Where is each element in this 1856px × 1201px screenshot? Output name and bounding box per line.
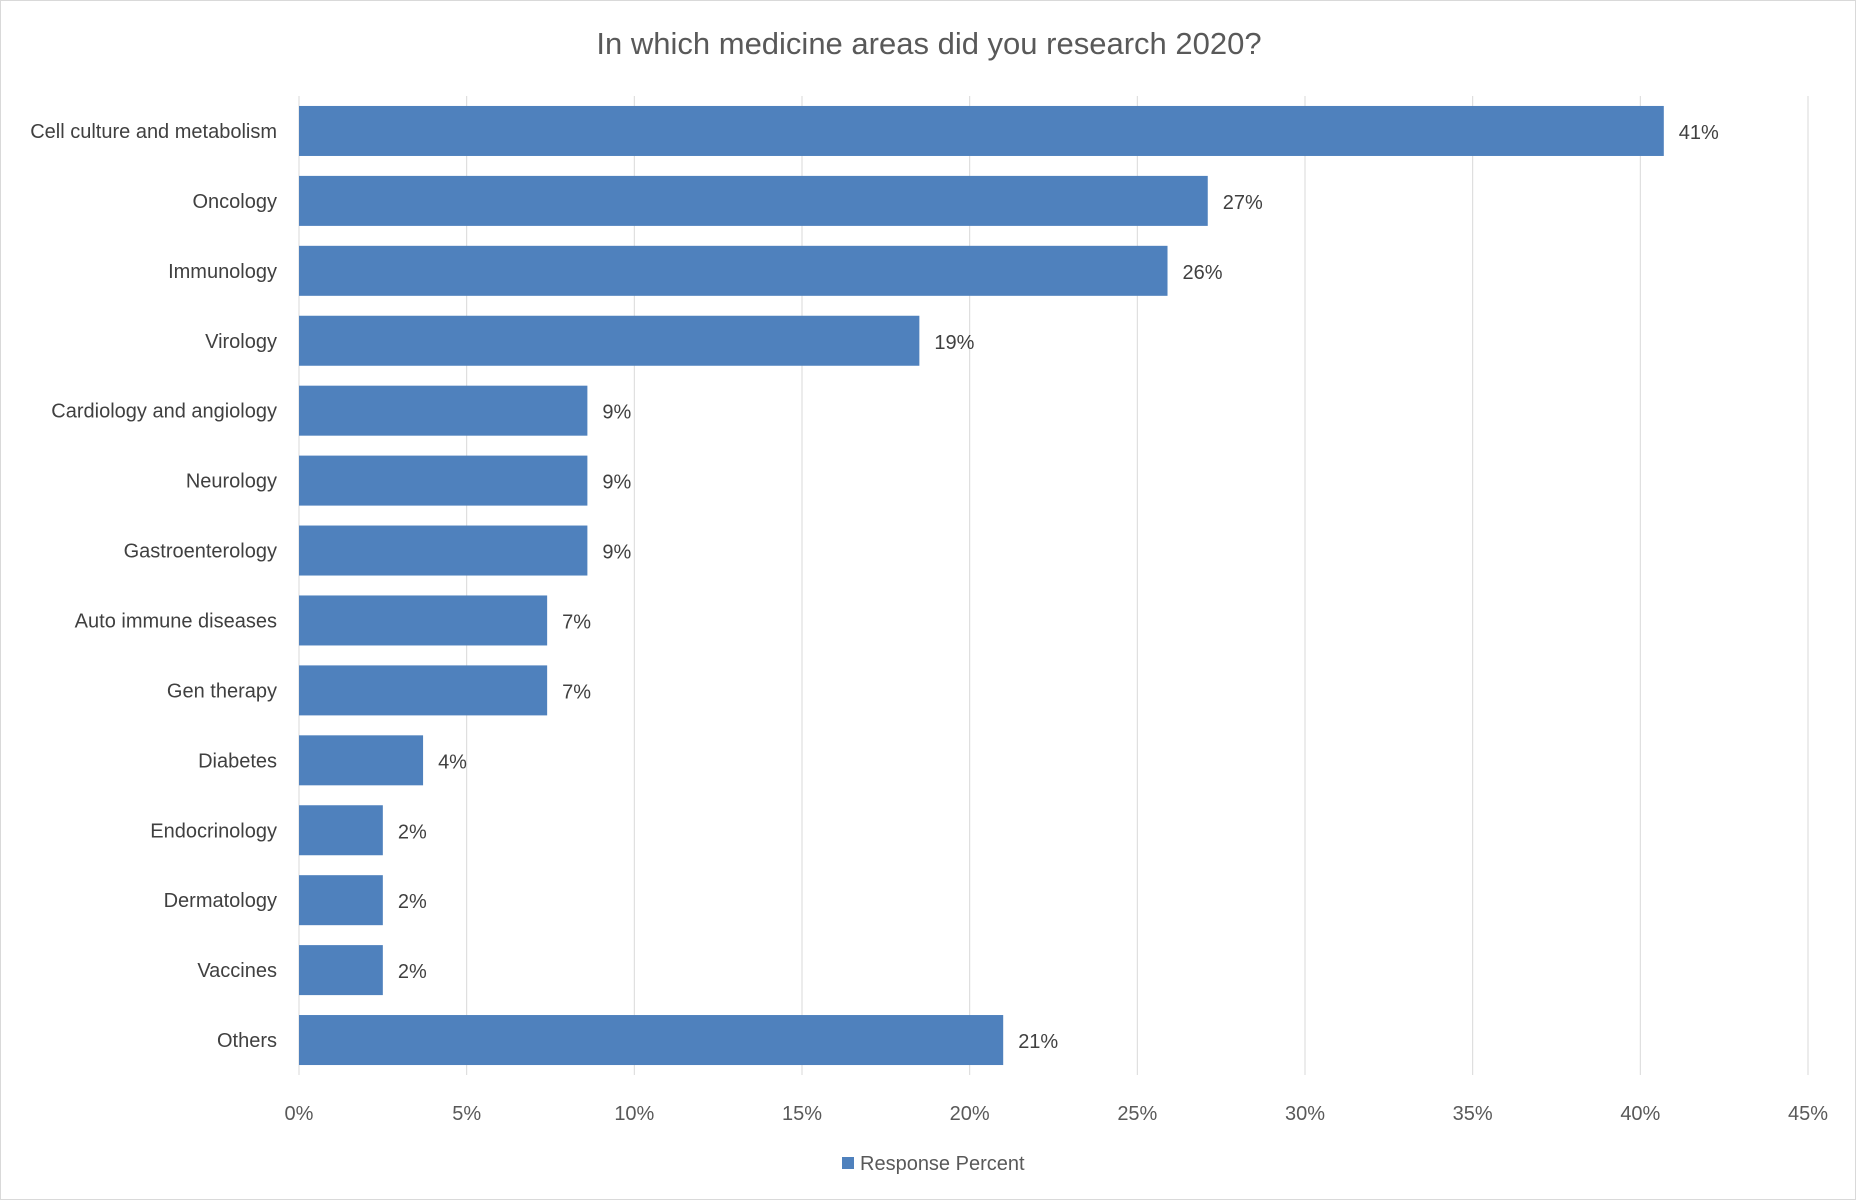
data-label: 2% bbox=[398, 821, 427, 843]
bar bbox=[299, 595, 548, 646]
data-label: 7% bbox=[562, 611, 591, 633]
data-label: 9% bbox=[602, 402, 631, 424]
data-label: 27% bbox=[1223, 192, 1263, 214]
bar bbox=[299, 525, 588, 576]
data-label: 4% bbox=[438, 751, 467, 773]
category-label: Cell culture and metabolism bbox=[30, 121, 277, 143]
category-label: Gen therapy bbox=[167, 680, 277, 702]
bar bbox=[299, 175, 1208, 226]
data-label: 19% bbox=[934, 332, 974, 354]
x-tick-label: 20% bbox=[950, 1103, 990, 1125]
category-label: Others bbox=[217, 1030, 277, 1052]
category-label: Gastroenterology bbox=[124, 541, 277, 563]
bar bbox=[299, 945, 383, 996]
x-tick-label: 15% bbox=[782, 1103, 822, 1125]
x-tick-label: 10% bbox=[614, 1103, 654, 1125]
bar bbox=[299, 385, 588, 436]
category-label: Auto immune diseases bbox=[75, 610, 277, 632]
x-tick-label: 35% bbox=[1453, 1103, 1493, 1125]
bar bbox=[299, 245, 1168, 296]
category-label: Oncology bbox=[193, 191, 278, 213]
x-tick-label: 40% bbox=[1620, 1103, 1660, 1125]
bar bbox=[299, 1015, 1004, 1066]
data-label: 2% bbox=[398, 961, 427, 983]
data-label: 9% bbox=[602, 542, 631, 564]
chart-title: In which medicine areas did you research… bbox=[596, 26, 1261, 61]
bar bbox=[299, 315, 920, 366]
x-tick-label: 45% bbox=[1788, 1103, 1828, 1125]
bar bbox=[299, 735, 424, 786]
category-label: Endocrinology bbox=[150, 820, 277, 842]
bars bbox=[299, 105, 1664, 1066]
category-label: Vaccines bbox=[197, 960, 277, 982]
bar bbox=[299, 665, 548, 716]
x-tick-label: 30% bbox=[1285, 1103, 1325, 1125]
category-labels: Cell culture and metabolism Oncology Immun… bbox=[30, 121, 277, 1052]
bar bbox=[299, 455, 588, 506]
category-label: Virology bbox=[205, 331, 277, 353]
legend: Response Percent bbox=[842, 1153, 1025, 1175]
x-tick-label: 25% bbox=[1117, 1103, 1157, 1125]
category-label: Neurology bbox=[186, 471, 277, 493]
category-label: Immunology bbox=[168, 261, 277, 283]
data-label: 7% bbox=[562, 681, 591, 703]
data-label: 21% bbox=[1018, 1031, 1058, 1053]
data-label: 41% bbox=[1679, 122, 1719, 144]
bar bbox=[299, 105, 1664, 156]
category-label: Diabetes bbox=[198, 750, 277, 772]
legend-swatch bbox=[842, 1157, 854, 1169]
data-labels: 41% 27% 26% 19% 9% 9% 9% 7% 7% 4% 2% 2% 2% 21% bbox=[398, 122, 1719, 1053]
gridlines bbox=[298, 96, 1809, 1075]
bar bbox=[299, 875, 383, 926]
x-tick-label: 5% bbox=[452, 1103, 481, 1125]
category-label: Cardiology and angiology bbox=[51, 401, 277, 423]
data-label: 26% bbox=[1183, 262, 1223, 284]
data-label: 9% bbox=[602, 472, 631, 494]
bar bbox=[299, 805, 383, 856]
x-tick-labels: 0% 5% 10% 15% 20% 25% 30% 35% 40% 45% bbox=[285, 1103, 1829, 1125]
x-tick-label: 0% bbox=[285, 1103, 314, 1125]
data-label: 2% bbox=[398, 891, 427, 913]
category-label: Dermatology bbox=[164, 890, 277, 912]
legend-label: Response Percent bbox=[860, 1153, 1025, 1175]
